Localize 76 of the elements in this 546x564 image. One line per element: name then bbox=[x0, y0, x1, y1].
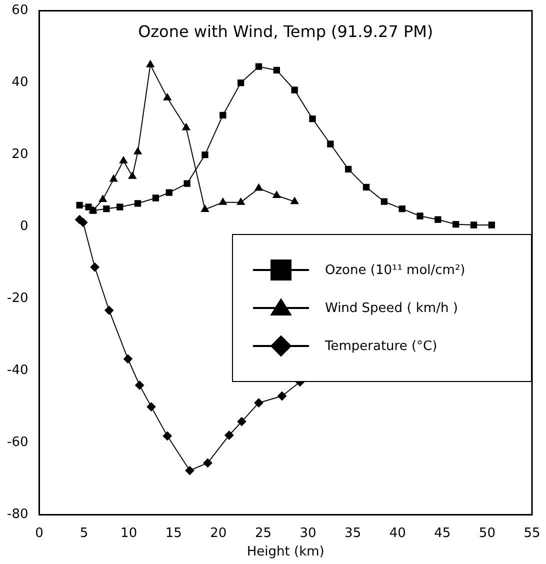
y-tick-label: -40 bbox=[7, 363, 28, 378]
point bbox=[103, 205, 110, 212]
point bbox=[146, 60, 154, 68]
x-tick-label: 30 bbox=[300, 526, 316, 541]
point bbox=[98, 194, 107, 202]
legend-label: Temperature (°C) bbox=[325, 338, 438, 354]
point bbox=[398, 205, 406, 212]
point bbox=[255, 63, 262, 70]
point bbox=[162, 431, 172, 440]
point bbox=[434, 216, 442, 223]
point bbox=[290, 197, 299, 204]
point bbox=[488, 222, 496, 228]
point bbox=[470, 222, 478, 228]
point bbox=[78, 218, 88, 227]
point bbox=[416, 212, 424, 220]
point bbox=[272, 190, 281, 198]
point bbox=[327, 140, 334, 148]
point bbox=[220, 112, 226, 119]
x-axis-title: Height (km) bbox=[246, 544, 324, 560]
point bbox=[152, 194, 160, 202]
point bbox=[278, 392, 287, 400]
point bbox=[380, 198, 388, 205]
legend-label: Ozone (10¹¹ mol/cm²) bbox=[325, 262, 466, 278]
y-tick-label: 20 bbox=[12, 147, 28, 162]
point bbox=[201, 205, 209, 212]
x-tick-label: 20 bbox=[210, 526, 227, 541]
legend-label: Wind Speed ( km/h ) bbox=[325, 300, 458, 316]
y-tick-label: 0 bbox=[20, 219, 28, 234]
x-tick-label: 5 bbox=[80, 526, 88, 541]
point bbox=[119, 156, 128, 164]
x-tick-label: 15 bbox=[165, 526, 182, 541]
y-tick-label: -20 bbox=[7, 291, 28, 306]
point bbox=[362, 184, 370, 191]
point bbox=[309, 115, 316, 122]
x-tick-label: 55 bbox=[524, 526, 540, 541]
text: Ozone with Wind, Temp (91.9.27 PM) bbox=[138, 22, 434, 41]
point bbox=[236, 198, 245, 205]
x-tick-label: 50 bbox=[478, 526, 496, 541]
point bbox=[291, 86, 298, 94]
point bbox=[237, 417, 246, 426]
x-tick-label: 0 bbox=[35, 526, 44, 541]
point bbox=[128, 172, 136, 179]
point bbox=[203, 458, 212, 468]
point bbox=[123, 354, 132, 364]
point bbox=[110, 174, 118, 182]
point bbox=[237, 79, 244, 86]
x-tick-label: 35 bbox=[344, 526, 362, 541]
point bbox=[184, 180, 190, 187]
point bbox=[116, 204, 124, 210]
point bbox=[134, 200, 142, 207]
x-tick-label: 40 bbox=[389, 526, 406, 541]
point bbox=[135, 380, 144, 390]
point bbox=[163, 93, 172, 100]
point bbox=[104, 306, 114, 315]
point bbox=[254, 184, 263, 191]
point bbox=[182, 123, 190, 130]
x-tick-label: 10 bbox=[120, 526, 138, 541]
point bbox=[452, 220, 460, 228]
point bbox=[166, 189, 172, 196]
y-tick-label: -60 bbox=[7, 435, 28, 450]
point bbox=[202, 151, 208, 158]
point bbox=[134, 147, 142, 154]
point bbox=[146, 402, 156, 412]
y-tick-label: 60 bbox=[12, 3, 28, 18]
point bbox=[224, 430, 234, 440]
point bbox=[273, 66, 280, 74]
point bbox=[76, 202, 83, 209]
point bbox=[345, 166, 352, 173]
y-tick-label: -80 bbox=[7, 507, 28, 522]
x-tick-label: 25 bbox=[254, 526, 272, 541]
x-tick-label: 45 bbox=[434, 526, 451, 541]
point bbox=[90, 262, 100, 272]
y-tick-label: 40 bbox=[12, 75, 28, 90]
point bbox=[254, 398, 264, 408]
point bbox=[185, 466, 194, 476]
point bbox=[218, 198, 227, 205]
